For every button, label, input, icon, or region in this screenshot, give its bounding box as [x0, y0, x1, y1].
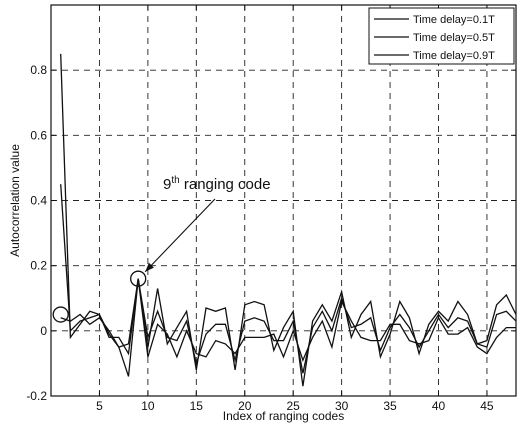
grid	[51, 5, 516, 396]
y-tick-label: 0.2	[30, 259, 47, 273]
y-tick-label: 0.6	[30, 128, 47, 142]
y-tick-label: 0	[40, 324, 47, 338]
x-tick-label: 25	[287, 399, 301, 413]
legend-label: Time delay=0.5T	[413, 32, 495, 44]
annotation-superscript: th	[171, 175, 179, 186]
x-tick-label: 40	[432, 399, 446, 413]
highlight-circle	[130, 270, 147, 287]
legend-label: Time delay=0.9T	[413, 50, 495, 62]
x-axis-label: Index of ranging codes	[223, 409, 344, 423]
annotation-rest: ranging code	[180, 176, 271, 193]
x-tick-label: 5	[96, 399, 103, 413]
y-tick-label: 0.4	[30, 194, 47, 208]
annotation-number: 9	[163, 176, 171, 193]
x-tick-label: 45	[480, 399, 494, 413]
annotation-arrow	[144, 198, 216, 273]
x-tick-label: 10	[141, 399, 155, 413]
annotation-arrowhead	[145, 262, 154, 272]
annotation-label: 9th ranging code	[163, 175, 271, 193]
x-tick-label: 35	[383, 399, 397, 413]
series-line-delay-0-9t	[60, 278, 516, 363]
series-lines	[60, 53, 517, 387]
x-tick-label: 20	[238, 399, 252, 413]
x-tick-label: 30	[335, 399, 349, 413]
y-axis-label: Autocorrelation value	[8, 144, 22, 257]
axis-ticks: 5 10 15 20 25 30 35 40 45 -0.2 0 0.2 0.4 0.6 0.8	[26, 5, 516, 413]
legend-label: Time delay=0.1T	[413, 14, 495, 26]
legend: Time delay=0.1T Time delay=0.5T Time delay…	[368, 7, 515, 65]
x-tick-label: 15	[190, 399, 204, 413]
y-tick-label: 0.8	[30, 63, 47, 77]
y-tick-label: -0.2	[26, 389, 47, 403]
ninth-code-annotation: 9th ranging code	[52, 175, 271, 323]
highlight-circle	[52, 306, 69, 323]
